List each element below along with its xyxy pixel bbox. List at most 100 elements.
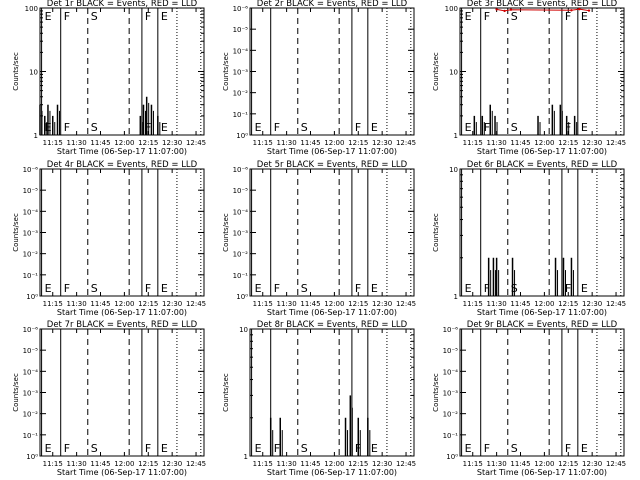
x-tick-label: 11:15 xyxy=(463,460,483,468)
x-tick-label: 11:30 xyxy=(67,300,87,308)
segment-label-bottom: E xyxy=(371,282,378,295)
x-tick-label: 12:15 xyxy=(348,300,368,308)
y-tick-label: 10⁻¹ xyxy=(23,272,39,280)
x-axis-label: Start Time (06-Sep-17 11:07:00) xyxy=(477,147,607,156)
y-tick-label: 10⁻² xyxy=(23,411,39,419)
x-tick-label: 12:15 xyxy=(558,300,578,308)
x-tick-label: 12:00 xyxy=(534,139,554,147)
segment-label-bottom: F xyxy=(64,282,70,295)
panel-title: Det 6r BLACK = Events, RED = LLD xyxy=(467,160,618,170)
y-tick-label: 10⁻⁵ xyxy=(23,187,39,195)
y-tick-label: 10⁻⁵ xyxy=(23,347,39,355)
x-tick-label: 12:45 xyxy=(186,139,206,147)
y-tick-label: 10⁰ xyxy=(446,453,458,461)
segment-label-top: E xyxy=(465,10,472,23)
y-tick-label: 10⁻³ xyxy=(233,230,249,238)
segment-label-bottom: F xyxy=(355,121,361,134)
x-tick-label: 11:15 xyxy=(43,139,63,147)
y-tick-label: 1 xyxy=(454,293,458,301)
y-tick-label: 1 xyxy=(244,453,248,461)
segment-label-bottom: F xyxy=(145,282,151,295)
segment-label-bottom: F xyxy=(565,282,571,295)
plot-frame xyxy=(249,7,415,136)
y-tick-label: 10⁰ xyxy=(26,453,38,461)
y-tick-label: 10⁻⁴ xyxy=(23,208,39,216)
y-tick-label: 10⁻³ xyxy=(443,390,459,398)
segment-label-bottom: F xyxy=(484,121,490,134)
plot-frame xyxy=(459,7,625,136)
x-tick-label: 11:15 xyxy=(43,300,63,308)
y-tick-label: 10⁰ xyxy=(236,293,248,301)
lld-point xyxy=(570,9,573,12)
segment-label-top: S xyxy=(511,10,518,23)
segment-label-bottom: F xyxy=(565,442,571,455)
y-tick-label: 10⁻⁶ xyxy=(23,326,39,334)
panel-title: Det 9r BLACK = Events, RED = LLD xyxy=(467,320,618,330)
y-tick-label: 10 xyxy=(449,69,458,77)
x-tick-label: 11:45 xyxy=(510,300,530,308)
panel-title: Det 1r BLACK = Events, RED = LLD xyxy=(47,0,198,9)
segment-label-top: E xyxy=(161,10,168,23)
y-tick-label: 10⁻¹ xyxy=(233,111,249,119)
segment-label-bottom: F xyxy=(64,442,70,455)
segment-label-bottom: F xyxy=(145,121,151,134)
y-tick-label: 10⁻² xyxy=(443,411,459,419)
x-tick-label: 12:00 xyxy=(534,460,554,468)
plot-frame xyxy=(39,7,205,136)
y-tick-label: 10⁻⁴ xyxy=(233,47,249,55)
y-axis-label: Counts/sec xyxy=(432,213,440,252)
y-tick-label: 10⁻⁶ xyxy=(23,166,39,174)
y-tick-label: 100 xyxy=(445,5,458,13)
segment-label-bottom: E xyxy=(255,282,262,295)
x-tick-label: 11:45 xyxy=(90,460,110,468)
segment-label-top: E xyxy=(581,10,588,23)
x-axis-label: Start Time (06-Sep-17 11:07:00) xyxy=(57,468,187,477)
x-axis-label: Start Time (06-Sep-17 11:07:00) xyxy=(267,147,397,156)
x-tick-label: 12:30 xyxy=(372,300,392,308)
segment-label-bottom: E xyxy=(581,282,588,295)
y-tick-label: 10⁻¹ xyxy=(443,432,459,440)
segment-label-bottom: E xyxy=(161,282,168,295)
segment-label-top: F xyxy=(64,10,70,23)
x-axis-label: Start Time (06-Sep-17 11:07:00) xyxy=(57,147,187,156)
segment-label-bottom: E xyxy=(581,442,588,455)
y-axis-label: Counts/sec xyxy=(432,52,440,91)
y-tick-label: 10⁻⁶ xyxy=(233,166,249,174)
plot-frame xyxy=(249,328,415,457)
segment-label-bottom: F xyxy=(565,121,571,134)
segment-label-top: S xyxy=(91,10,98,23)
x-tick-label: 12:45 xyxy=(396,460,416,468)
x-tick-label: 12:30 xyxy=(372,139,392,147)
y-tick-label: 10⁻² xyxy=(233,251,249,259)
lld-point xyxy=(578,7,581,11)
x-axis-label: Start Time (06-Sep-17 11:07:00) xyxy=(267,308,397,317)
x-tick-label: 12:00 xyxy=(534,300,554,308)
y-tick-label: 10 xyxy=(449,166,458,174)
panel-title: Det 2r BLACK = Events, RED = LLD xyxy=(257,0,408,9)
panel-title: Det 8r BLACK = Events, RED = LLD xyxy=(257,320,408,330)
y-tick-label: 10⁻⁴ xyxy=(23,368,39,376)
segment-label-bottom: F xyxy=(274,282,280,295)
y-axis-label: Counts/sec xyxy=(432,373,440,412)
segment-label-bottom: F xyxy=(145,442,151,455)
segment-label-top: F xyxy=(484,10,490,23)
x-tick-label: 12:30 xyxy=(582,300,602,308)
segment-label-bottom: F xyxy=(274,442,280,455)
x-tick-label: 11:30 xyxy=(487,300,507,308)
x-tick-label: 11:30 xyxy=(277,139,297,147)
segment-label-bottom: F xyxy=(355,282,361,295)
segment-label-bottom: E xyxy=(465,442,472,455)
x-tick-label: 11:45 xyxy=(300,139,320,147)
segment-label-top: F xyxy=(565,10,571,23)
x-tick-label: 11:15 xyxy=(463,139,483,147)
segment-label-bottom: E xyxy=(465,282,472,295)
y-tick-label: 10⁻³ xyxy=(233,69,249,77)
x-tick-label: 11:45 xyxy=(510,139,530,147)
y-axis-label: Counts/sec xyxy=(222,213,230,252)
y-tick-label: 10⁰ xyxy=(26,293,38,301)
segment-label-bottom: E xyxy=(161,121,168,134)
x-tick-label: 12:45 xyxy=(606,139,626,147)
x-tick-label: 11:45 xyxy=(300,460,320,468)
x-tick-label: 12:00 xyxy=(114,300,134,308)
segment-label-bottom: E xyxy=(465,121,472,134)
